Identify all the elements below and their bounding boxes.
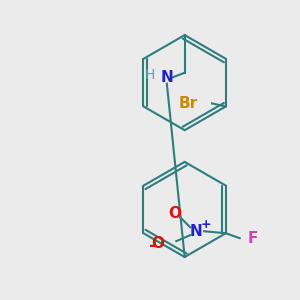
Text: -: - [149,237,156,255]
Text: N: N [160,70,173,85]
Text: N: N [190,224,203,239]
Text: Br: Br [179,96,198,111]
Text: H: H [145,68,155,82]
Text: O: O [168,206,181,221]
Text: F: F [248,231,258,246]
Text: O: O [152,236,164,250]
Text: +: + [201,218,212,231]
